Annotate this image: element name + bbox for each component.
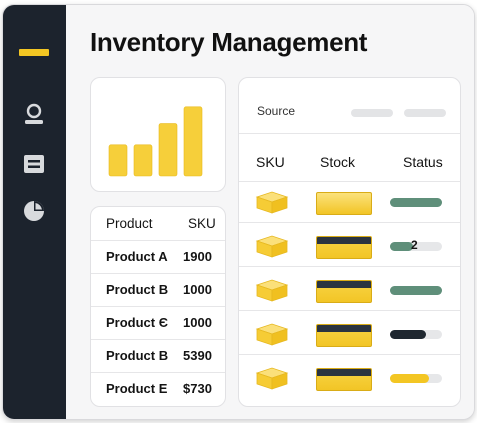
filter-pill[interactable] (404, 109, 446, 117)
product-name: Product Є (106, 315, 168, 330)
table-row[interactable]: Product A 1900 (91, 240, 225, 274)
page-title: Inventory Management (90, 27, 368, 57)
column-header-status: Status (403, 154, 443, 170)
box-icon (255, 321, 289, 352)
sidebar (3, 5, 66, 419)
user-icon[interactable] (21, 102, 47, 128)
source-label: Source (257, 104, 296, 118)
box-icon (255, 189, 289, 220)
product-sku: $730 (183, 381, 212, 396)
product-sku: 5390 (183, 348, 212, 363)
stock-level-bar (316, 236, 372, 259)
status-fill (390, 198, 442, 207)
product-name: Product B (106, 348, 169, 363)
main-content: Inventory Management Product SKU Product… (66, 5, 474, 419)
chart-card (90, 77, 226, 192)
chart-bar (183, 106, 203, 177)
status-bar (390, 242, 442, 251)
product-sku: 1000 (183, 282, 212, 297)
status-bar (390, 374, 442, 383)
column-header-product: Product (106, 216, 153, 231)
stock-level-bar (316, 324, 372, 347)
status-bar (390, 198, 442, 207)
status-fill (390, 286, 442, 295)
stock-row[interactable] (239, 357, 460, 398)
stock-table-header: SKU Stock Status (239, 133, 460, 182)
product-name: Product B (106, 282, 169, 297)
chart-bar (158, 123, 178, 177)
product-sku: 1000 (183, 315, 212, 330)
table-row[interactable]: Product E $730 (91, 372, 225, 405)
menu-icon[interactable] (19, 49, 49, 56)
product-sku: 1900 (183, 249, 212, 264)
table-row[interactable]: Product B 1000 (91, 273, 225, 307)
bar-chart (108, 106, 203, 177)
status-value: 2 (411, 238, 418, 252)
box-icon (255, 365, 289, 396)
chart-bar (108, 144, 128, 177)
filter-pill[interactable] (351, 109, 393, 117)
stock-level-bar (316, 368, 372, 391)
status-fill (390, 330, 427, 339)
table-row[interactable]: Product B 5390 (91, 339, 225, 373)
box-icon (255, 233, 289, 264)
box-icon (255, 277, 289, 308)
stock-row[interactable] (239, 269, 460, 311)
status-fill (390, 242, 414, 251)
status-fill (390, 374, 429, 383)
stock-panel: Source SKU Stock Status 2 (238, 77, 461, 407)
column-header-sku: SKU (188, 216, 216, 231)
stock-row[interactable] (239, 313, 460, 355)
list-icon[interactable] (21, 151, 47, 177)
status-bar (390, 286, 442, 295)
chart-bar (133, 144, 153, 177)
status-bar (390, 330, 442, 339)
stock-level-bar (316, 280, 372, 303)
table-row[interactable]: Product Є 1000 (91, 306, 225, 340)
stock-row[interactable]: 2 (239, 225, 460, 267)
products-table: Product SKU Product A 1900 Product B 100… (90, 206, 226, 407)
product-name: Product A (106, 249, 168, 264)
pie-chart-icon[interactable] (21, 198, 47, 224)
column-header-sku: SKU (256, 154, 285, 170)
product-name: Product E (106, 381, 168, 396)
stock-row[interactable] (239, 181, 460, 223)
stock-level-bar (316, 192, 372, 215)
app-window: Inventory Management Product SKU Product… (2, 4, 475, 420)
table-header-row: Product SKU (91, 207, 225, 241)
column-header-stock: Stock (320, 154, 356, 170)
